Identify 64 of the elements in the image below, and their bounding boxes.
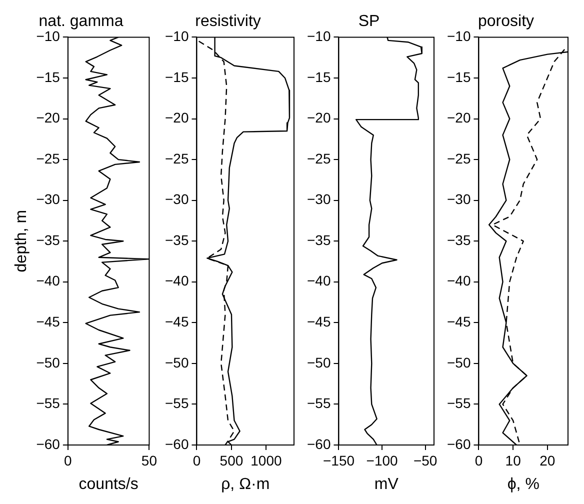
x-tick-label: 20: [540, 452, 556, 468]
y-tick-label: −10: [36, 28, 60, 44]
x-axis-title: counts/s: [78, 476, 138, 493]
y-tick-label: −15: [447, 68, 471, 85]
y-tick-label: −25: [307, 150, 331, 166]
x-tick-label: 0: [474, 452, 483, 468]
x-tick-label: −50: [413, 452, 438, 468]
x-tick-label: 1000: [250, 452, 282, 468]
y-tick-label: −20: [447, 110, 471, 126]
chart-title: SP: [358, 13, 380, 30]
x-tick-label: −150: [322, 452, 355, 468]
y-tick-label: −60: [36, 436, 60, 452]
y-axis-title: depth, m: [13, 210, 30, 272]
y-tick-label: −55: [447, 395, 471, 412]
y-tick-label: −50: [307, 354, 331, 370]
y-tick-label: −40: [36, 272, 60, 289]
y-tick-label: −40: [447, 272, 471, 289]
y-tick-label: −45: [165, 314, 189, 330]
y-tick-label: −55: [36, 395, 60, 412]
y-tick-label: −15: [36, 68, 60, 85]
y-tick-label: −15: [307, 68, 331, 85]
x-tick-label: −100: [366, 452, 398, 468]
y-tick-label: −20: [36, 110, 60, 126]
y-tick-label: −55: [307, 395, 331, 412]
chart-title: porosity: [478, 13, 534, 30]
y-tick-label: −30: [447, 191, 471, 208]
y-tick-label: −35: [165, 232, 189, 248]
y-tick-label: −40: [165, 272, 189, 289]
x-tick-label: 10: [505, 452, 522, 468]
y-tick-label: −20: [165, 110, 189, 126]
x-tick-label: 50: [141, 452, 158, 468]
y-tick-label: −30: [307, 191, 331, 208]
y-tick-label: −15: [165, 68, 189, 85]
y-tick-label: −50: [165, 354, 189, 370]
y-tick-label: −35: [447, 232, 471, 248]
y-tick-label: −50: [36, 354, 60, 370]
y-tick-label: −55: [165, 395, 189, 412]
y-tick-label: −60: [447, 436, 471, 452]
y-tick-label: −45: [447, 314, 471, 330]
y-tick-label: −60: [165, 436, 189, 452]
y-tick-label: −30: [165, 191, 189, 208]
x-tick-label: 500: [220, 452, 244, 468]
y-tick-label: −10: [307, 28, 331, 44]
y-tick-label: −20: [307, 110, 331, 126]
y-tick-label: −35: [307, 232, 331, 248]
x-tick-label: 0: [64, 452, 72, 468]
x-tick-label: 0: [192, 452, 201, 468]
y-tick-label: −25: [165, 150, 189, 166]
y-tick-label: −40: [307, 272, 331, 289]
y-tick-label: −25: [447, 150, 471, 166]
y-tick-label: −10: [165, 28, 189, 44]
x-axis-title: ρ, Ω·m: [221, 476, 270, 493]
y-tick-label: −45: [307, 314, 331, 330]
y-tick-label: −25: [36, 150, 60, 166]
y-tick-label: −45: [36, 314, 60, 330]
x-axis-title: mV: [374, 476, 399, 493]
y-tick-label: −35: [36, 232, 60, 248]
x-axis-title: ϕ, %: [507, 476, 540, 493]
chart-title: nat. gamma: [38, 13, 124, 30]
y-tick-label: −60: [307, 436, 331, 452]
y-tick-label: −10: [447, 28, 471, 44]
y-tick-label: −30: [36, 191, 60, 208]
y-tick-label: −50: [447, 354, 471, 370]
chart-title: resistivity: [195, 13, 261, 30]
